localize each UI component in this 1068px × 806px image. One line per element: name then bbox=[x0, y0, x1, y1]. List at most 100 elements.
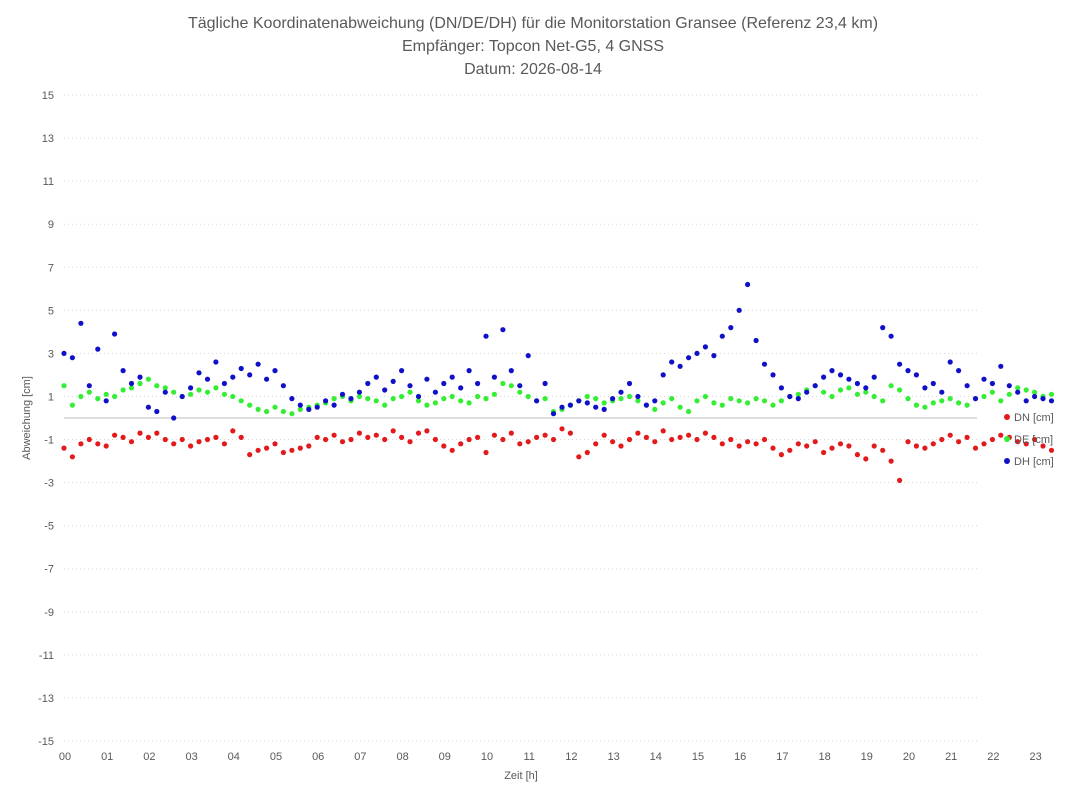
data-point bbox=[863, 456, 869, 462]
data-point bbox=[728, 396, 734, 402]
data-point bbox=[635, 430, 641, 436]
data-point bbox=[137, 380, 143, 387]
data-point bbox=[272, 368, 278, 374]
data-point bbox=[339, 391, 346, 397]
data-point bbox=[196, 370, 202, 376]
data-point bbox=[686, 432, 692, 438]
legend-label: DE [cm] bbox=[1014, 434, 1053, 446]
data-point bbox=[213, 434, 219, 440]
data-point bbox=[500, 327, 506, 333]
data-point bbox=[356, 430, 362, 436]
data-point bbox=[728, 325, 734, 331]
data-point bbox=[483, 333, 489, 339]
chart-title-line-2: Empfänger: Topcon Net-G5, 4 GNSS bbox=[402, 38, 664, 55]
data-point bbox=[95, 346, 101, 352]
data-point bbox=[280, 449, 286, 456]
data-point bbox=[297, 406, 303, 412]
x-tick-label: 00 bbox=[59, 751, 71, 763]
data-point bbox=[323, 398, 329, 404]
legend: DN [cm] DE [cm] DH [cm] bbox=[1004, 412, 1054, 468]
data-point bbox=[669, 359, 675, 365]
data-point bbox=[517, 383, 523, 389]
data-point bbox=[382, 402, 388, 408]
data-point bbox=[753, 337, 759, 344]
data-point bbox=[863, 385, 869, 391]
data-point bbox=[913, 443, 920, 449]
series-1 bbox=[61, 376, 1055, 417]
data-point bbox=[837, 441, 844, 447]
x-tick-label: 09 bbox=[439, 751, 451, 763]
data-point bbox=[331, 402, 337, 408]
data-point bbox=[449, 393, 455, 400]
data-point bbox=[829, 445, 835, 451]
data-point bbox=[694, 436, 700, 443]
x-tick-label: 20 bbox=[903, 751, 915, 763]
data-point bbox=[534, 434, 540, 440]
data-point bbox=[922, 404, 928, 410]
data-point bbox=[1023, 441, 1029, 447]
data-point bbox=[297, 445, 303, 451]
data-point bbox=[964, 434, 970, 440]
data-point bbox=[981, 441, 987, 447]
data-point bbox=[880, 325, 886, 331]
data-point bbox=[196, 387, 202, 393]
data-point bbox=[770, 445, 776, 451]
data-point bbox=[95, 441, 101, 447]
data-point bbox=[610, 396, 616, 402]
data-point bbox=[441, 396, 447, 402]
x-tick-label: 18 bbox=[818, 751, 830, 763]
data-point bbox=[618, 389, 624, 395]
data-point bbox=[204, 436, 211, 443]
data-point bbox=[626, 380, 633, 387]
data-point bbox=[534, 398, 540, 404]
y-tick-label: 3 bbox=[48, 348, 54, 360]
data-point bbox=[525, 439, 531, 445]
data-point bbox=[601, 400, 607, 406]
x-tick-label: 03 bbox=[185, 751, 197, 763]
x-tick-label: 17 bbox=[776, 751, 788, 763]
data-point bbox=[643, 402, 650, 408]
data-point bbox=[483, 396, 489, 402]
data-point bbox=[1015, 389, 1021, 395]
data-point bbox=[475, 393, 481, 400]
data-point bbox=[407, 383, 413, 389]
data-point bbox=[897, 387, 903, 393]
data-point bbox=[365, 396, 371, 402]
y-tick-label: 13 bbox=[42, 133, 54, 145]
data-point bbox=[601, 406, 607, 412]
legend-marker bbox=[1004, 458, 1010, 464]
data-point bbox=[913, 372, 920, 378]
data-point bbox=[204, 389, 211, 395]
data-point bbox=[880, 447, 886, 453]
data-point bbox=[930, 441, 936, 447]
legend-marker bbox=[1004, 414, 1010, 420]
data-point bbox=[711, 400, 717, 406]
data-point bbox=[500, 436, 506, 443]
x-tick-label: 07 bbox=[354, 751, 366, 763]
data-point bbox=[466, 436, 472, 443]
series-0 bbox=[61, 426, 1055, 483]
data-point bbox=[382, 387, 388, 393]
y-axis-title: Abweichung [cm] bbox=[21, 376, 33, 460]
data-point bbox=[61, 445, 67, 451]
data-point bbox=[432, 389, 438, 395]
y-tick-label: 15 bbox=[42, 90, 54, 102]
data-point bbox=[112, 432, 118, 438]
data-point bbox=[314, 434, 320, 440]
data-point bbox=[677, 363, 683, 369]
data-point bbox=[154, 383, 160, 389]
data-point bbox=[500, 380, 506, 387]
x-tick-label: 22 bbox=[987, 751, 999, 763]
data-point bbox=[702, 430, 709, 436]
data-point bbox=[407, 389, 413, 395]
data-point bbox=[95, 396, 101, 402]
data-point bbox=[112, 393, 118, 400]
data-point bbox=[804, 389, 810, 395]
data-point bbox=[753, 441, 759, 447]
data-point bbox=[247, 372, 253, 378]
data-point bbox=[491, 374, 497, 380]
data-point bbox=[112, 331, 118, 337]
data-point bbox=[635, 393, 641, 400]
data-point bbox=[972, 396, 979, 402]
data-point bbox=[238, 398, 244, 404]
